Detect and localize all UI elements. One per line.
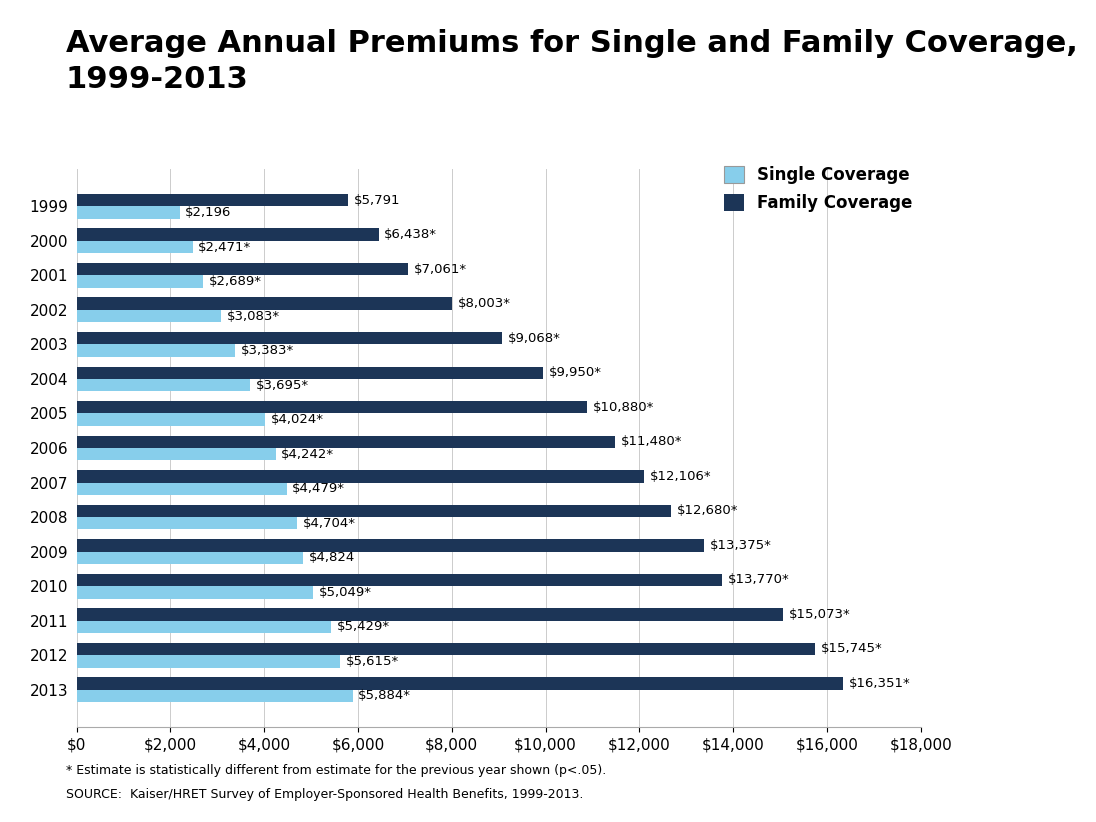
Text: $15,745*: $15,745* — [821, 643, 882, 655]
Bar — [77, 379, 250, 391]
Text: $3,383*: $3,383* — [241, 344, 294, 357]
Text: $13,770*: $13,770* — [728, 574, 790, 586]
Bar — [77, 275, 203, 288]
Bar — [77, 621, 331, 633]
Bar — [77, 574, 722, 586]
Bar — [77, 229, 378, 241]
Bar — [77, 448, 275, 460]
Bar — [77, 677, 843, 690]
Bar — [77, 194, 349, 206]
Bar — [77, 690, 353, 702]
Bar — [77, 332, 502, 344]
Bar — [77, 263, 408, 275]
Legend: Single Coverage, Family Coverage: Single Coverage, Family Coverage — [723, 166, 912, 212]
Bar — [77, 539, 704, 552]
Bar — [77, 436, 615, 448]
Text: $15,073*: $15,073* — [789, 608, 850, 621]
Bar — [77, 552, 302, 564]
Text: KAISER: KAISER — [982, 758, 1051, 775]
Bar — [77, 586, 313, 598]
Text: $5,049*: $5,049* — [319, 586, 372, 598]
Text: $4,824: $4,824 — [308, 552, 355, 564]
Text: FOUNDATION: FOUNDATION — [992, 792, 1041, 801]
Text: $2,471*: $2,471* — [198, 241, 251, 253]
Text: FAMILY: FAMILY — [984, 776, 1049, 794]
Bar — [77, 310, 221, 322]
Text: Average Annual Premiums for Single and Family Coverage,
1999-2013: Average Annual Premiums for Single and F… — [66, 29, 1077, 94]
Text: $3,695*: $3,695* — [255, 379, 309, 391]
Bar — [77, 608, 784, 621]
Bar — [77, 401, 586, 413]
Text: * Estimate is statistically different from estimate for the previous year shown : * Estimate is statistically different fr… — [66, 764, 606, 777]
Text: $10,880*: $10,880* — [593, 401, 654, 413]
Bar — [77, 298, 452, 310]
Text: $11,480*: $11,480* — [620, 436, 682, 448]
Text: THE HENRY J.: THE HENRY J. — [994, 740, 1039, 746]
Text: $13,375*: $13,375* — [709, 539, 772, 552]
Bar — [77, 483, 287, 495]
Text: SOURCE:  Kaiser/HRET Survey of Employer-Sponsored Health Benefits, 1999-2013.: SOURCE: Kaiser/HRET Survey of Employer-S… — [66, 788, 583, 801]
Bar — [77, 517, 297, 529]
Text: $4,024*: $4,024* — [271, 413, 324, 426]
Bar — [77, 367, 544, 379]
Text: $3,083*: $3,083* — [227, 310, 279, 322]
Text: $12,106*: $12,106* — [650, 470, 711, 483]
Text: $2,689*: $2,689* — [208, 275, 262, 288]
Bar — [77, 344, 236, 357]
Text: $4,242*: $4,242* — [282, 448, 334, 460]
Text: $4,479*: $4,479* — [293, 483, 345, 495]
Text: $5,429*: $5,429* — [336, 621, 390, 633]
Text: $6,438*: $6,438* — [385, 229, 437, 241]
Text: $8,003*: $8,003* — [457, 298, 511, 310]
Bar — [77, 206, 180, 219]
Text: $2,196: $2,196 — [185, 206, 231, 219]
Text: $9,068*: $9,068* — [507, 332, 560, 344]
Bar — [77, 413, 265, 426]
Text: $16,351*: $16,351* — [849, 677, 911, 690]
Bar — [77, 241, 193, 253]
Bar — [77, 655, 340, 667]
Text: $5,791: $5,791 — [354, 194, 400, 206]
Text: $12,680*: $12,680* — [677, 505, 739, 517]
Text: $4,704*: $4,704* — [302, 517, 356, 529]
Text: $7,061*: $7,061* — [413, 263, 467, 275]
Bar — [77, 643, 815, 655]
Text: $9,950*: $9,950* — [549, 367, 602, 379]
Bar — [77, 470, 644, 483]
Bar — [77, 505, 671, 517]
Text: $5,615*: $5,615* — [345, 655, 399, 667]
Text: $5,884*: $5,884* — [358, 690, 411, 702]
